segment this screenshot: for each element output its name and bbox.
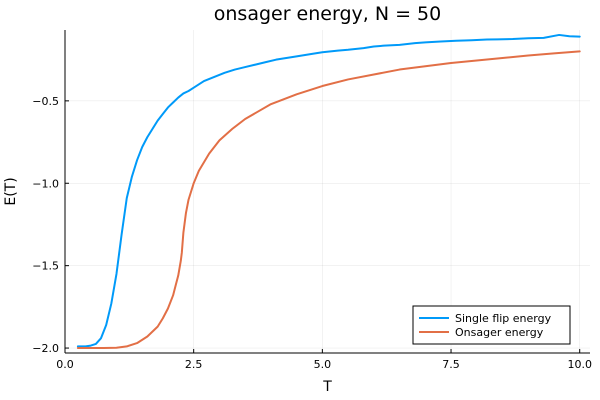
axes xyxy=(64,30,590,354)
legend-label: Onsager energy xyxy=(455,326,544,339)
tick-labels: 0.0 2.5 5.0 7.5 10.0 −2.0 −1.5 −1.0 −0.5 xyxy=(32,95,592,371)
series-layer xyxy=(76,33,581,350)
x-tick-label: 7.5 xyxy=(442,358,460,371)
x-tick-label: 10.0 xyxy=(567,358,592,371)
series-line-onsager xyxy=(76,50,581,350)
series-line-single-flip xyxy=(76,33,581,348)
y-tick-label: −1.0 xyxy=(32,177,59,190)
x-tick-label: 2.5 xyxy=(185,358,203,371)
x-axis-label: T xyxy=(322,379,332,395)
y-axis-label: E(T) xyxy=(3,177,19,205)
legend-label: Single flip energy xyxy=(455,312,552,325)
chart-title: onsager energy, N = 50 xyxy=(214,3,441,25)
x-tick-label: 5.0 xyxy=(314,358,332,371)
x-tick-label: 0.0 xyxy=(56,358,74,371)
legend-box xyxy=(412,305,571,345)
grid xyxy=(64,30,590,353)
y-tick-label: −0.5 xyxy=(32,95,59,108)
y-tick-label: −1.5 xyxy=(32,260,59,273)
y-tick-label: −2.0 xyxy=(32,342,59,355)
